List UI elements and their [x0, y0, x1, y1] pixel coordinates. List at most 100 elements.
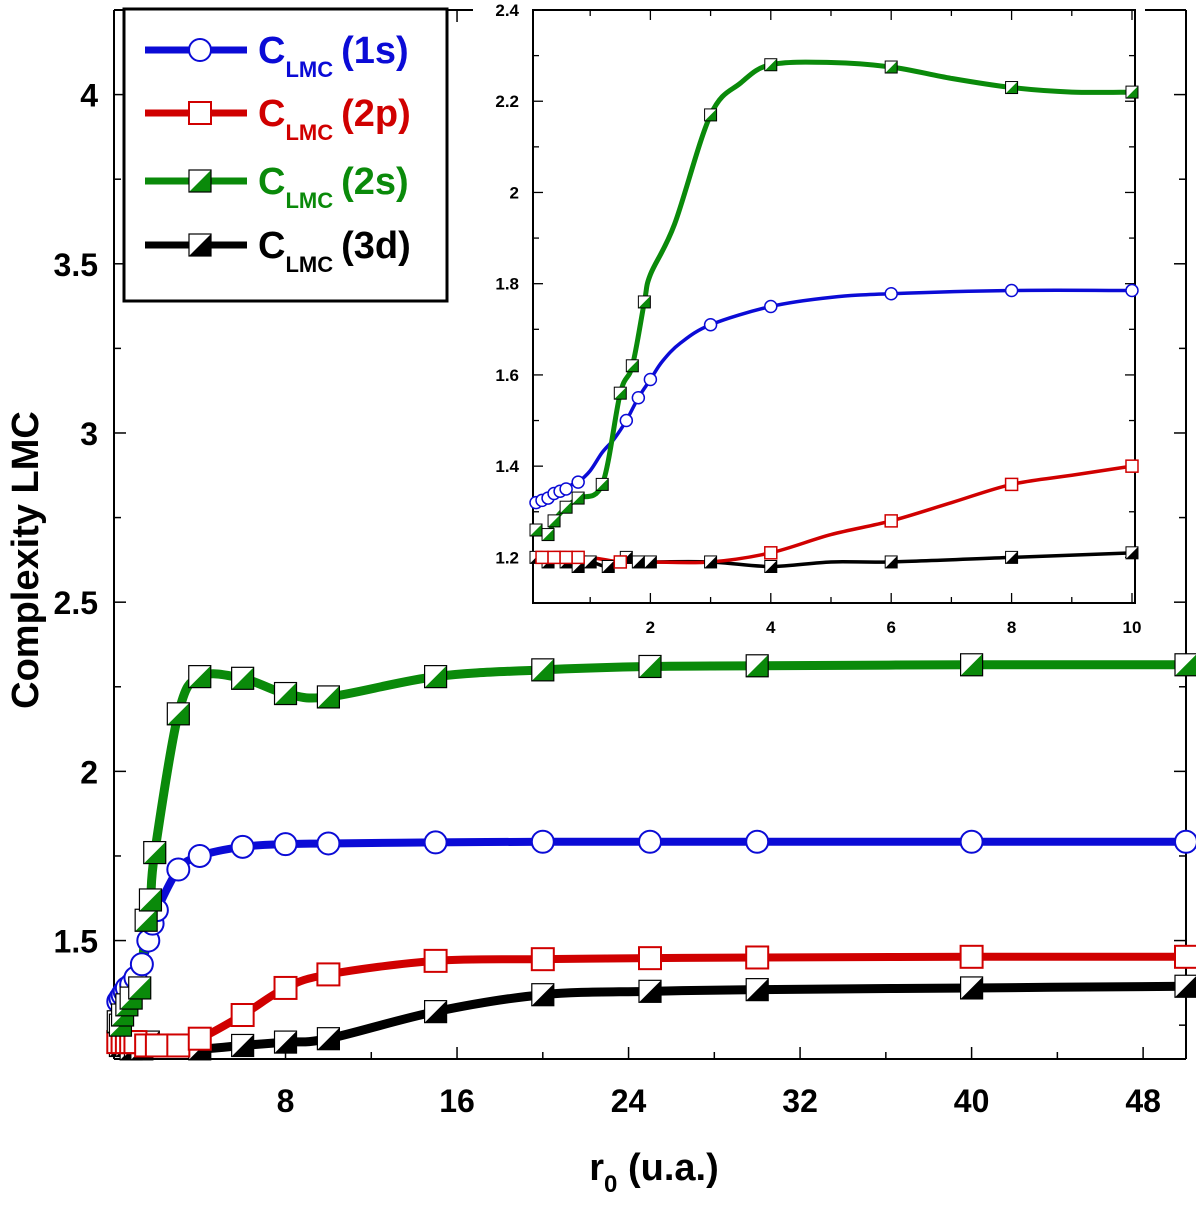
inset-data-point-s2: [764, 58, 778, 72]
inset-data-point-d3: [643, 555, 657, 569]
inset-data-point-p2: [613, 555, 628, 569]
data-point-s2: [138, 888, 163, 912]
x-tick-label: 8: [277, 1083, 295, 1119]
inset-y-tick-label: 1.6: [495, 366, 519, 385]
y-tick-label: 3: [80, 416, 98, 452]
inset-data-point-s1: [631, 390, 646, 405]
data-point-p2: [230, 1003, 255, 1028]
data-point-s1: [745, 829, 770, 854]
data-point-p2: [423, 948, 448, 973]
inset-data-point-d3: [601, 560, 615, 574]
data-point-p2: [959, 944, 984, 969]
inset-data-point-s2: [547, 514, 561, 528]
inset-y-tick-label: 1.4: [495, 457, 519, 476]
inset-frame: [532, 9, 1136, 604]
y-tick-label: 2.5: [54, 585, 98, 621]
data-point-s1: [1174, 829, 1196, 854]
data-point-s2: [745, 654, 769, 678]
inset-data-point-s1: [1004, 283, 1019, 298]
main-plot: 8 16 24 32 40 481.522.533.54: [54, 9, 1196, 1119]
data-point-s1: [273, 832, 298, 857]
inset-plot: 2 4 6 8 10 1.2 1.4 1.6 1.8 2 2.2 2.4: [473, 0, 1145, 645]
data-point-s1: [959, 829, 984, 854]
inset-data-point-d3: [884, 555, 898, 569]
inset-data-point-s2: [884, 60, 898, 74]
data-point-p2: [316, 962, 341, 987]
x-tick-label: 16: [439, 1083, 475, 1119]
inset-data-point-s2: [571, 491, 585, 505]
inset-data-point-s1: [643, 372, 658, 387]
data-point-s2: [1174, 653, 1196, 677]
y-tick-label: 4: [80, 78, 98, 114]
y-tick-label: 2: [80, 754, 98, 790]
data-point-s2: [638, 654, 662, 679]
data-point-s1: [230, 834, 255, 859]
data-point-d3: [424, 1000, 448, 1024]
data-point-d3: [959, 976, 984, 1000]
data-point-d3: [531, 983, 555, 1007]
data-point-p2: [745, 945, 770, 970]
inset-data-point-s2: [637, 295, 651, 309]
legend: CLMC (1s) CLMC (2p) CLMC (2s) CLMC (3d): [122, 7, 449, 303]
data-point-p2: [273, 975, 298, 1000]
inset-y-tick-label: 2.2: [495, 92, 519, 111]
inset-data-point-p2: [547, 550, 561, 565]
data-point-s2: [273, 681, 298, 706]
data-point-s1: [316, 831, 341, 856]
inset-data-point-p2: [884, 514, 898, 528]
legend-swatch-marker: [188, 101, 212, 125]
inset-data-point-s2: [541, 528, 555, 542]
inset-data-point-p2: [535, 550, 549, 565]
inset-data-point-s1: [703, 317, 718, 332]
inset-data-point-s2: [613, 386, 627, 400]
inset-data-point-p2: [1125, 459, 1139, 473]
legend-swatch-marker: [188, 169, 212, 193]
inset-data-point-s1: [884, 286, 898, 301]
inset-data-point-d3: [704, 555, 718, 569]
inset-data-point-s1: [559, 482, 573, 496]
x-tick-label: 32: [782, 1083, 818, 1119]
legend-swatch-marker: [188, 38, 212, 62]
inset-data-point-s1: [619, 413, 634, 428]
inset-data-point-p2: [571, 550, 585, 565]
inset-y-tick-label: 2: [510, 183, 519, 202]
inset-x-tick-label: 8: [1007, 618, 1016, 637]
data-point-p2: [1174, 944, 1196, 969]
data-point-d3: [316, 1027, 340, 1051]
y-tick-label: 3.5: [54, 247, 98, 283]
inset-y-tick-label: 2.4: [495, 1, 519, 20]
y-tick-label: 1.5: [54, 924, 98, 960]
data-point-p2: [144, 1033, 169, 1058]
data-point-d3: [745, 978, 769, 1002]
legend-box: [122, 7, 449, 303]
inset-y-tick-label: 1.2: [495, 548, 519, 567]
inset-data-point-s2: [529, 523, 543, 537]
inset-x-tick-label: 6: [886, 618, 895, 637]
inset-x-tick-label: 10: [1123, 618, 1142, 637]
data-point-d3: [638, 979, 662, 1003]
inset-data-point-d3: [1125, 546, 1139, 560]
x-tick-label: 40: [954, 1083, 990, 1119]
legend-label: CLMC (1s): [258, 30, 409, 82]
data-point-s2: [188, 665, 212, 689]
inset-data-point-p2: [1004, 477, 1019, 492]
inset-data-point-s2: [1005, 81, 1019, 95]
inset-x-tick-label: 2: [646, 618, 655, 637]
inset-data-point-d3: [583, 555, 597, 569]
data-point-s1: [187, 843, 212, 868]
data-point-s2: [134, 908, 158, 932]
data-point-s2: [959, 653, 984, 677]
inset-data-point-s2: [559, 500, 573, 514]
data-point-s1: [638, 829, 662, 854]
x-tick-label: 48: [1125, 1083, 1161, 1119]
inset-data-point-d3: [764, 560, 778, 574]
data-point-s2: [424, 665, 448, 689]
data-point-s1: [530, 829, 555, 854]
data-point-d3: [273, 1030, 298, 1054]
inset-x-tick-label: 4: [766, 618, 776, 637]
inset-data-point-s1: [571, 475, 585, 489]
inset-data-point-s1: [764, 299, 778, 314]
data-point-d3: [231, 1033, 255, 1058]
legend-label: CLMC (3d): [258, 225, 411, 277]
y-axis-title: Complexity LMC: [5, 411, 47, 709]
